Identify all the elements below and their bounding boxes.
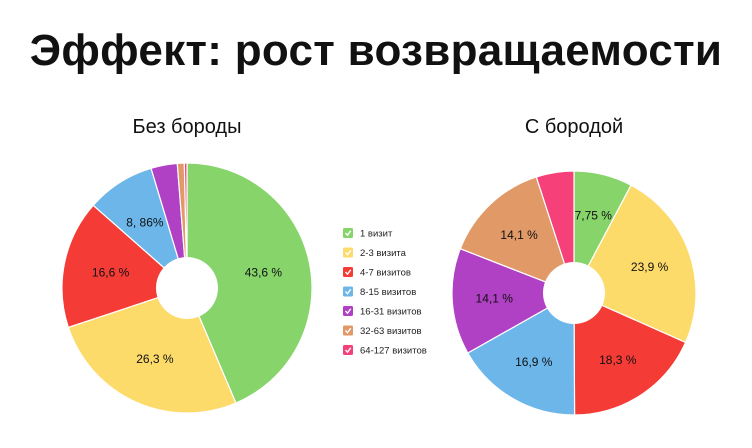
slice-label-1-5: 14,1 % <box>500 228 538 242</box>
slice-label-0-2: 16,6 % <box>92 265 130 279</box>
slice-label-1-0: 7,75 % <box>575 208 613 222</box>
legend-label-2: 4-7 визитов <box>360 268 411 279</box>
legend-swatch-3 <box>343 286 353 297</box>
legend-label-5: 32-63 визитов <box>360 326 422 337</box>
legend-check-icon-4 <box>344 308 352 315</box>
pie-slice-1-1 <box>573 184 697 344</box>
legend-swatch-6 <box>343 345 353 355</box>
pie-slice-0-1 <box>67 287 237 414</box>
legend-label-0: 1 визит <box>360 229 393 240</box>
pie-chart-beard: 7,75 % 23,9 % 18,3 % 16,9 % 14,1 % 14,1 % <box>451 170 697 416</box>
slice-label-0-0: 43,6 % <box>245 265 283 279</box>
pie-chart-no-beard: 43,6 % 26,3 % 16,6 % 8, 86% <box>61 162 313 414</box>
legend-check-icon-0 <box>344 230 352 237</box>
slice-label-0-3: 8, 86% <box>126 215 164 229</box>
legend-swatch-1 <box>343 247 353 258</box>
pie-slice-1-2 <box>573 292 687 416</box>
slice-label-0-1: 26,3 % <box>136 352 174 366</box>
donut-hole-0 <box>156 257 218 319</box>
pie-slice-1-6 <box>535 170 575 294</box>
slide-title: Эффект: рост возвращаемости <box>29 26 723 75</box>
pie-slice-1-4 <box>451 247 576 354</box>
slice-label-1-3: 16,9 % <box>515 355 553 369</box>
legend-check-icon-3 <box>344 288 352 295</box>
legend-swatch-2 <box>343 267 353 277</box>
legend-swatch-4 <box>343 306 353 316</box>
legend-swatch-0 <box>343 228 353 238</box>
legend-check-icon-2 <box>344 269 352 276</box>
legend-check-icon-5 <box>344 327 352 334</box>
legend-check-icon-1 <box>344 249 352 256</box>
slice-label-1-4: 14,1 % <box>476 292 514 306</box>
legend-check-icon-6 <box>344 347 352 354</box>
legend-swatch-5 <box>343 325 353 336</box>
pie-slice-0-6 <box>183 162 188 289</box>
legend: 1 визит 2-3 визита 4-7 визитов 8-15 визитов… <box>343 228 427 357</box>
pie-slice-0-0 <box>186 162 313 404</box>
legend-label-3: 8-15 визитов <box>360 287 416 298</box>
legend-label-6: 64-127 визитов <box>360 346 427 357</box>
pie-slice-1-3 <box>466 291 576 416</box>
legend-label-4: 16-31 визитов <box>360 307 422 318</box>
legend-label-1: 2-3 визита <box>360 248 407 259</box>
slice-label-1-1: 23,9 % <box>631 260 669 274</box>
slice-label-1-2: 18,3 % <box>599 353 637 367</box>
chart-title-no-beard: Без бороды <box>132 116 242 138</box>
donut-hole-1 <box>543 262 605 324</box>
chart-title-beard: С бородой <box>524 116 624 138</box>
pie-slice-0-2 <box>61 204 189 329</box>
